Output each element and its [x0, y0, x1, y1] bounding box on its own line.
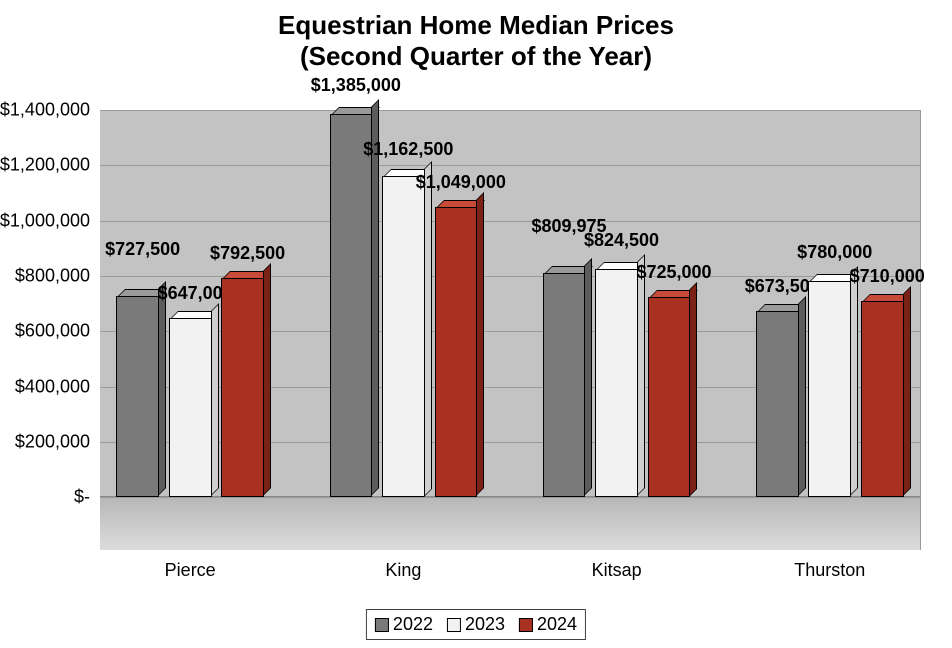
legend-swatch: [375, 618, 389, 632]
chart-title-line2: (Second Quarter of the Year): [300, 41, 652, 71]
y-axis-tick-label: $800,000: [15, 265, 100, 286]
y-axis-tick-label: $-: [74, 487, 100, 508]
gridline: [100, 497, 920, 498]
data-label: $727,500: [105, 239, 180, 260]
y-axis-tick-label: $1,200,000: [0, 155, 100, 176]
legend-label: 2023: [465, 614, 505, 635]
bar: [543, 273, 586, 497]
plot-area-wrap: $-$200,000$400,000$600,000$800,000$1,000…: [100, 110, 920, 550]
x-axis-tick-label: King: [385, 550, 421, 581]
data-label: $710,000: [850, 266, 925, 287]
data-label: $1,049,000: [416, 172, 506, 193]
legend-swatch: [519, 618, 533, 632]
x-axis-tick-label: Thurston: [794, 550, 865, 581]
gridline: [100, 110, 920, 111]
legend: 2022 2023 2024: [366, 609, 586, 640]
gridline: [100, 221, 920, 222]
bar: [221, 278, 264, 497]
bar: [861, 301, 904, 497]
bar: [382, 176, 425, 498]
legend-label: 2022: [393, 614, 433, 635]
y-axis-tick-label: $600,000: [15, 321, 100, 342]
bar: [808, 281, 851, 497]
y-axis-tick-label: $200,000: [15, 431, 100, 452]
bar: [435, 207, 478, 497]
legend-swatch: [447, 618, 461, 632]
data-label: $1,162,500: [363, 139, 453, 160]
data-label: $780,000: [797, 242, 872, 263]
y-axis-tick-label: $1,400,000: [0, 100, 100, 121]
bar: [116, 296, 159, 497]
data-label: $725,000: [636, 262, 711, 283]
data-label: $824,500: [584, 230, 659, 251]
y-axis-tick-label: $1,000,000: [0, 210, 100, 231]
plot-area: $-$200,000$400,000$600,000$800,000$1,000…: [100, 110, 920, 550]
x-axis-tick-label: Pierce: [165, 550, 216, 581]
legend-item: 2022: [375, 614, 433, 635]
chart-title-line1: Equestrian Home Median Prices: [278, 10, 674, 40]
chart-title: Equestrian Home Median Prices (Second Qu…: [0, 10, 952, 72]
y-axis-tick-label: $400,000: [15, 376, 100, 397]
data-label: $1,385,000: [311, 75, 401, 96]
legend-item: 2024: [519, 614, 577, 635]
chart-frame: Equestrian Home Median Prices (Second Qu…: [0, 0, 952, 648]
bar: [756, 311, 799, 497]
gridline: [100, 165, 920, 166]
bar: [648, 297, 691, 498]
x-axis-tick-label: Kitsap: [592, 550, 642, 581]
data-label: $792,500: [210, 243, 285, 264]
bar: [595, 269, 638, 497]
legend-label: 2024: [537, 614, 577, 635]
floor-plane: [100, 496, 921, 550]
bar: [330, 114, 373, 497]
legend-item: 2023: [447, 614, 505, 635]
bar: [169, 318, 212, 497]
